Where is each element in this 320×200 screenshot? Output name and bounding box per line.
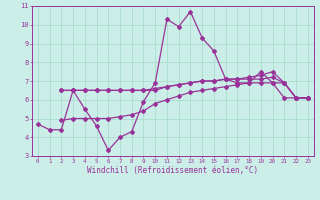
X-axis label: Windchill (Refroidissement éolien,°C): Windchill (Refroidissement éolien,°C)	[87, 166, 258, 175]
